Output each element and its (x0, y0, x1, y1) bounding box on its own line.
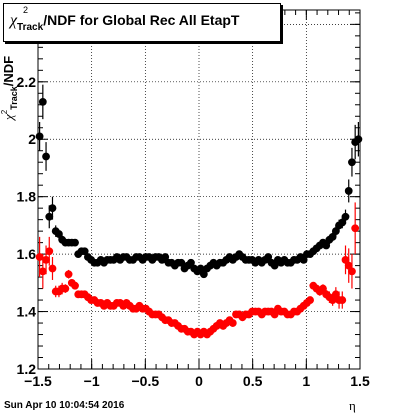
data-point (35, 253, 44, 261)
data-point (35, 132, 44, 141)
data-point (299, 255, 308, 264)
plot-frame (37, 9, 361, 370)
x-tick-label: −1 (84, 373, 100, 389)
data-point (196, 264, 205, 273)
y-tick-label: 1.8 (17, 189, 37, 205)
data-point (270, 261, 279, 270)
data-point (71, 281, 79, 290)
data-point (328, 232, 337, 241)
data-point (38, 98, 47, 106)
y-tick-label: 2 (28, 131, 36, 147)
data-point (45, 212, 54, 221)
y-tick-label: 2.2 (17, 74, 37, 90)
x-tick-label: 1 (302, 373, 310, 389)
data-point (71, 238, 79, 247)
chart-title-box: χ 2 Track/NDF for Global Rec All EtapT (3, 3, 281, 42)
series-1 (35, 202, 360, 339)
data-point (45, 247, 54, 256)
data-point (42, 152, 50, 161)
data-point (331, 290, 340, 299)
data-point (322, 241, 331, 250)
data-point (228, 319, 237, 327)
data-point (319, 284, 327, 293)
y-tick-label: 1.2 (17, 361, 37, 377)
data-point (161, 253, 170, 261)
data-point (344, 261, 353, 270)
chart-title: χ 2 Track/NDF for Global Rec All EtapT (10, 5, 240, 33)
grid-lines (38, 10, 360, 369)
data-point (187, 258, 195, 267)
data-series (35, 84, 363, 339)
data-point (264, 253, 273, 261)
data-point (55, 230, 63, 238)
data-point (341, 255, 350, 264)
y-tick-label: 1.4 (17, 304, 37, 320)
data-point (348, 158, 356, 167)
x-tick-label: −1.5 (24, 373, 52, 389)
data-point (38, 267, 47, 276)
data-point (48, 264, 57, 273)
data-point (331, 227, 340, 236)
y-tick-label: 1.6 (17, 246, 37, 262)
data-point (199, 270, 208, 279)
data-point (48, 204, 57, 213)
data-point (80, 247, 89, 256)
data-point (177, 258, 186, 267)
data-point (64, 270, 73, 279)
x-tick-label: −0.5 (132, 373, 160, 389)
data-point (42, 255, 50, 264)
data-point (354, 135, 363, 144)
timestamp-label: Sun Apr 10 10:04:54 2016 (4, 400, 125, 411)
x-axis-label: η (349, 398, 356, 413)
x-tick-label: 0.5 (243, 373, 263, 389)
data-point (351, 224, 360, 233)
data-point (338, 218, 347, 227)
y-axis-label: χ2Track/NDF (0, 55, 19, 120)
axis-tick-labels: −1.5−1−0.500.511.51.21.41.61.822.22.4 (17, 16, 370, 389)
data-point (61, 284, 70, 293)
x-tick-label: 1.5 (350, 373, 370, 389)
series-0 (35, 84, 363, 279)
axis-ticks (37, 10, 361, 370)
data-point (270, 310, 279, 319)
data-point (328, 296, 337, 304)
data-point (344, 187, 353, 195)
data-point (341, 212, 350, 221)
data-point (306, 296, 314, 304)
data-point (348, 267, 356, 276)
data-point (338, 296, 347, 304)
x-tick-label: 0 (195, 373, 203, 389)
